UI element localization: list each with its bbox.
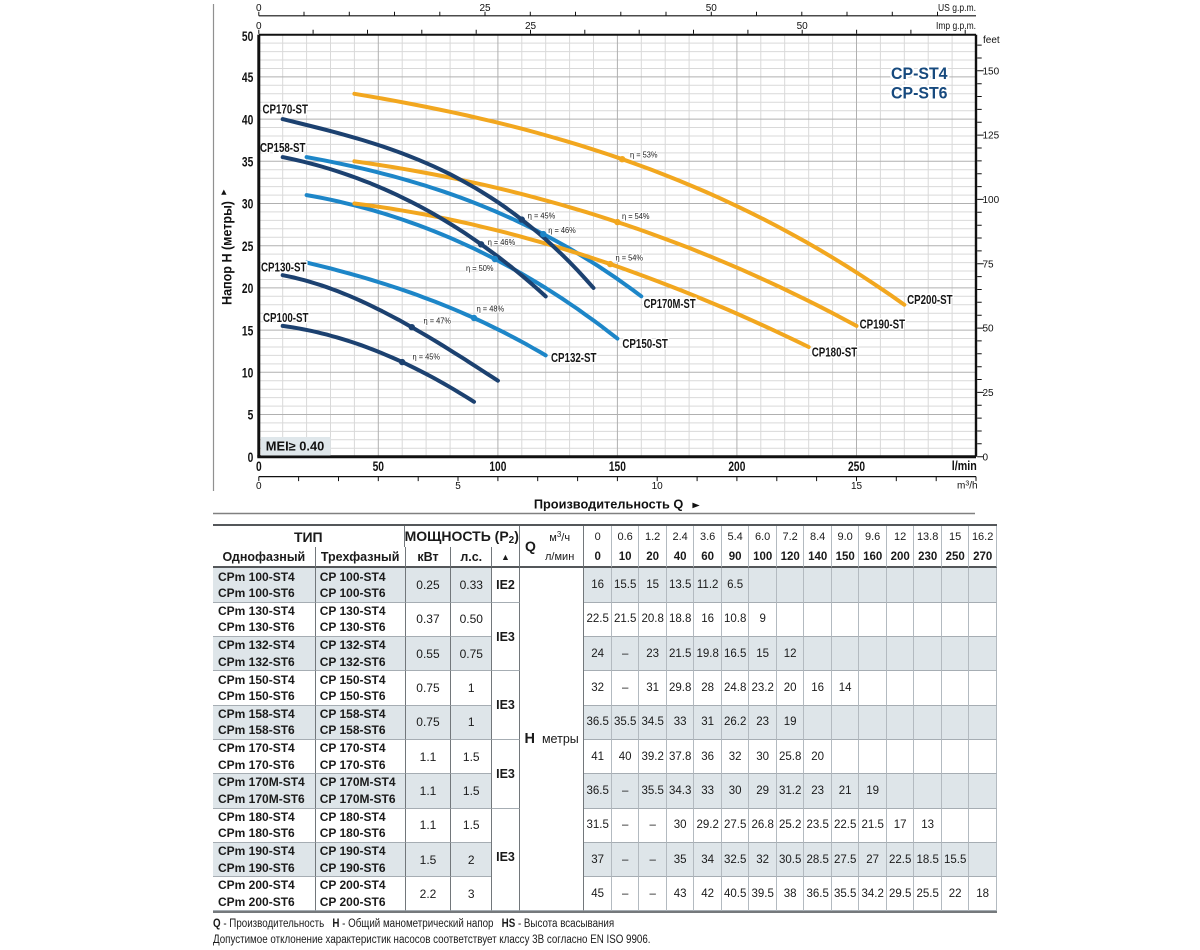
svg-text:0: 0 (256, 481, 262, 492)
svg-text:MEI≥ 0.40: MEI≥ 0.40 (266, 440, 325, 454)
svg-text:CP-ST4: CP-ST4 (891, 64, 948, 83)
svg-text:η = 46%: η = 46% (488, 237, 516, 247)
svg-text:0: 0 (248, 449, 254, 465)
svg-text:250: 250 (848, 458, 865, 474)
svg-text:10: 10 (242, 365, 254, 381)
svg-text:η = 47%: η = 47% (424, 316, 452, 326)
svg-text:25: 25 (525, 21, 537, 32)
svg-text:η = 54%: η = 54% (616, 252, 644, 262)
svg-text:40: 40 (242, 111, 254, 127)
svg-text:CP130-ST: CP130-ST (261, 261, 307, 275)
svg-text:0: 0 (256, 3, 262, 14)
svg-text:η = 50%: η = 50% (466, 263, 494, 273)
svg-text:50: 50 (983, 324, 995, 335)
svg-text:η = 48%: η = 48% (477, 304, 505, 314)
svg-text:US g.p.m.: US g.p.m. (938, 3, 976, 14)
svg-text:10: 10 (652, 481, 664, 492)
svg-text:η = 54%: η = 54% (622, 211, 650, 221)
svg-text:100: 100 (489, 458, 506, 474)
svg-text:l/min: l/min (952, 458, 977, 473)
svg-text:η = 46%: η = 46% (548, 225, 576, 235)
svg-text:50: 50 (242, 28, 254, 44)
svg-text:CP180-ST: CP180-ST (812, 346, 858, 360)
svg-text:CP170-ST: CP170-ST (263, 103, 309, 117)
svg-text:CP132-ST: CP132-ST (551, 351, 597, 365)
svg-text:CP150-ST: CP150-ST (622, 337, 668, 351)
svg-text:CP200-ST: CP200-ST (907, 293, 953, 307)
svg-text:η = 53%: η = 53% (630, 149, 658, 159)
svg-text:100: 100 (983, 195, 1000, 206)
svg-text:Imp g.p.m.: Imp g.p.m. (936, 21, 976, 32)
svg-text:η = 45%: η = 45% (528, 211, 556, 221)
svg-text:25: 25 (242, 238, 254, 254)
svg-text:15: 15 (851, 481, 863, 492)
svg-text:CP190-ST: CP190-ST (860, 318, 906, 332)
svg-text:150: 150 (983, 66, 1000, 77)
svg-text:150: 150 (609, 458, 626, 474)
svg-text:CP100-ST: CP100-ST (263, 311, 309, 325)
svg-text:0: 0 (983, 452, 989, 463)
svg-text:200: 200 (728, 458, 745, 474)
svg-text:5: 5 (248, 407, 254, 423)
svg-text:0: 0 (256, 458, 262, 474)
svg-text:feet: feet (983, 35, 1000, 46)
svg-text:45: 45 (242, 69, 254, 85)
svg-text:25: 25 (479, 3, 491, 14)
svg-text:η = 45%: η = 45% (413, 352, 441, 362)
svg-text:125: 125 (983, 131, 1000, 142)
svg-text:75: 75 (983, 259, 995, 270)
svg-text:CP158-ST: CP158-ST (260, 141, 306, 155)
svg-text:CP-ST6: CP-ST6 (891, 83, 948, 102)
svg-text:Производительность Q: Производительность Q (534, 498, 684, 512)
svg-text:50: 50 (706, 3, 718, 14)
svg-text:m3/h: m3/h (957, 481, 978, 492)
svg-text:15: 15 (242, 322, 254, 338)
svg-text:5: 5 (455, 481, 461, 492)
svg-text:CP170M-ST: CP170M-ST (644, 297, 696, 311)
svg-text:50: 50 (797, 21, 809, 32)
svg-text:20: 20 (242, 280, 254, 296)
svg-text:25: 25 (983, 388, 995, 399)
svg-text:Напор H (метры): Напор H (метры) (220, 201, 235, 305)
svg-text:30: 30 (242, 196, 254, 212)
svg-text:50: 50 (373, 458, 385, 474)
svg-text:35: 35 (242, 154, 254, 170)
svg-text:0: 0 (256, 21, 262, 32)
